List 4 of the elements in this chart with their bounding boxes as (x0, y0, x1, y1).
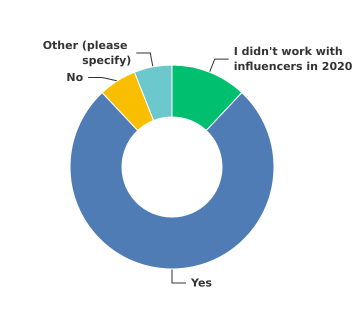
slice-label: Other (please specify) (42, 39, 132, 68)
slice-label: Yes (190, 276, 212, 290)
slice-label: No (66, 71, 84, 84)
slice-label: I didn't work with influencers in 2020 (234, 45, 353, 74)
